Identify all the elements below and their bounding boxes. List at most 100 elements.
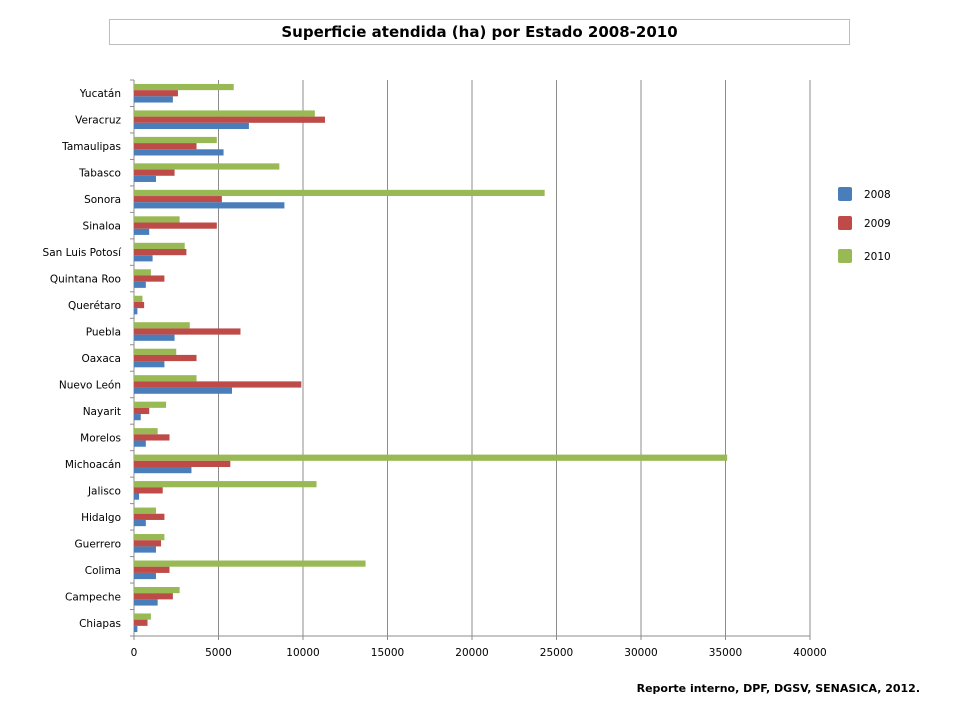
bar-2009 <box>134 407 150 415</box>
bar-2008 <box>134 572 156 580</box>
category-label: Sinaloa <box>83 221 121 233</box>
bar-2009 <box>134 301 145 309</box>
bar-2008 <box>134 493 140 500</box>
legend-swatch <box>838 249 852 263</box>
category-label: San Luis Potosí <box>43 247 123 259</box>
bar-2009 <box>134 196 222 203</box>
category-label: Sonora <box>84 194 121 206</box>
bar-2009 <box>134 513 165 520</box>
x-tick-label: 35000 <box>709 647 742 659</box>
bar-2009 <box>134 566 170 573</box>
bar-2010 <box>134 534 165 541</box>
category-label: Michoacán <box>65 459 121 471</box>
bar-2009 <box>134 434 170 441</box>
bar-2008 <box>134 467 192 474</box>
bar-2010 <box>134 216 180 223</box>
bar-2008 <box>134 308 138 315</box>
category-label: Veracruz <box>75 115 121 127</box>
bar-2010 <box>134 110 315 117</box>
bar-2010 <box>134 83 234 91</box>
bar-2010 <box>134 136 217 144</box>
bar-2008 <box>134 202 285 209</box>
bar-2008 <box>134 599 158 606</box>
bar-2010 <box>134 189 545 197</box>
bar-2009 <box>134 248 187 256</box>
bar-2009 <box>134 275 165 282</box>
bar-2010 <box>134 507 156 514</box>
bar-2010 <box>134 269 151 276</box>
source-note: Reporte interno, DPF, DGSV, SENASICA, 20… <box>636 682 920 695</box>
category-label: Tabasco <box>78 168 121 180</box>
chart-title: Superficie atendida (ha) por Estado 2008… <box>109 19 850 45</box>
legend-label: 2008 <box>864 189 891 201</box>
bar-2010 <box>134 375 197 382</box>
bar-2008 <box>134 96 173 103</box>
x-tick-label: 30000 <box>624 647 657 659</box>
bar-2008 <box>134 228 150 235</box>
x-tick-label: 0 <box>131 647 138 659</box>
bar-2008 <box>134 387 233 394</box>
legend-swatch <box>838 187 852 201</box>
bar-2008 <box>134 414 141 421</box>
legend-label: 2009 <box>864 218 891 230</box>
legend-label: 2010 <box>864 251 891 263</box>
bar-2008 <box>134 334 175 341</box>
x-tick-label: 25000 <box>540 647 573 659</box>
bar-2008 <box>134 255 153 262</box>
category-label: Campeche <box>65 591 121 603</box>
category-label: Oaxaca <box>81 353 121 365</box>
bar-2010 <box>134 163 280 170</box>
bar-2008 <box>134 281 146 288</box>
x-tick-label: 20000 <box>455 647 488 659</box>
category-label: Nayarit <box>83 406 121 418</box>
category-label: Yucatán <box>79 88 121 100</box>
bar-2010 <box>134 322 190 329</box>
category-label: Colima <box>85 565 121 577</box>
x-tick-label: 40000 <box>793 647 826 659</box>
bar-2010 <box>134 295 143 302</box>
bar-2009 <box>134 593 173 600</box>
bar-2009 <box>134 354 197 362</box>
bar-2009 <box>134 169 175 176</box>
bar-2010 <box>134 454 728 461</box>
bar-2009 <box>134 222 217 229</box>
bar-2010 <box>134 586 180 594</box>
legend-swatch <box>838 216 852 230</box>
bar-2009 <box>134 90 178 97</box>
x-tick-label: 5000 <box>205 647 232 659</box>
bar-2008 <box>134 149 224 156</box>
x-tick-label: 15000 <box>371 647 404 659</box>
bar-2010 <box>134 348 177 355</box>
bar-2008 <box>134 625 138 633</box>
bar-2008 <box>134 175 156 182</box>
bar-2010 <box>134 560 366 567</box>
category-label: Guerrero <box>75 538 121 550</box>
bar-2008 <box>134 361 165 368</box>
bar-2010 <box>134 428 158 435</box>
bar-2009 <box>134 116 325 123</box>
bar-2009 <box>134 143 197 150</box>
category-label: Querétaro <box>68 300 121 312</box>
bar-2008 <box>134 440 146 447</box>
category-label: Jalisco <box>87 485 121 497</box>
category-label: Quintana Roo <box>50 274 121 286</box>
bar-2010 <box>134 613 151 620</box>
bar-2009 <box>134 487 163 494</box>
bar-2010 <box>134 242 185 249</box>
bar-2009 <box>134 540 162 547</box>
bar-2008 <box>134 122 249 130</box>
category-label: Morelos <box>80 432 121 444</box>
bar-2009 <box>134 328 241 335</box>
category-label: Nuevo León <box>59 379 121 391</box>
category-label: Tamaulipas <box>61 141 121 153</box>
category-label: Hidalgo <box>81 512 121 524</box>
bar-2010 <box>134 401 167 408</box>
bar-2009 <box>134 460 231 468</box>
category-label: Chiapas <box>79 618 121 630</box>
bar-2008 <box>134 546 156 553</box>
bar-2008 <box>134 519 146 527</box>
bar-2009 <box>134 619 148 626</box>
bar-2010 <box>134 481 317 488</box>
category-label: Puebla <box>86 327 121 339</box>
